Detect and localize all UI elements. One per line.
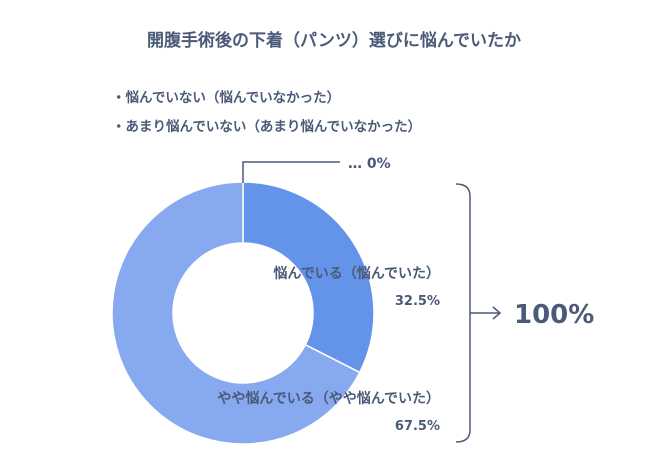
note-not-worried: ・悩んでいない（悩んでいなかった）	[112, 89, 340, 106]
slice-label-somewhat-worried: やや悩んでいる（やや悩んでいた）	[217, 390, 440, 407]
slice-worried	[242, 181, 375, 374]
slice-label-worried: 悩んでいる（悩んでいた）	[273, 265, 440, 282]
total-arrow-head	[492, 306, 502, 320]
slice-value-somewhat-worried: 67.5%	[395, 419, 440, 434]
total-bracket	[455, 183, 471, 443]
slice-somewhat-worried	[111, 181, 361, 445]
total-label: 100%	[514, 300, 594, 330]
slice-value-worried: 32.5%	[395, 294, 440, 309]
zero-callout-line	[242, 161, 340, 183]
donut-slices	[111, 181, 375, 445]
zero-callout-label: … 0%	[348, 156, 391, 172]
note-not-very-worried: ・あまり悩んでいない（あまり悩んでいなかった）	[112, 118, 421, 135]
chart-title: 開腹手術後の下着（パンツ）選びに悩んでいたか	[147, 30, 521, 51]
